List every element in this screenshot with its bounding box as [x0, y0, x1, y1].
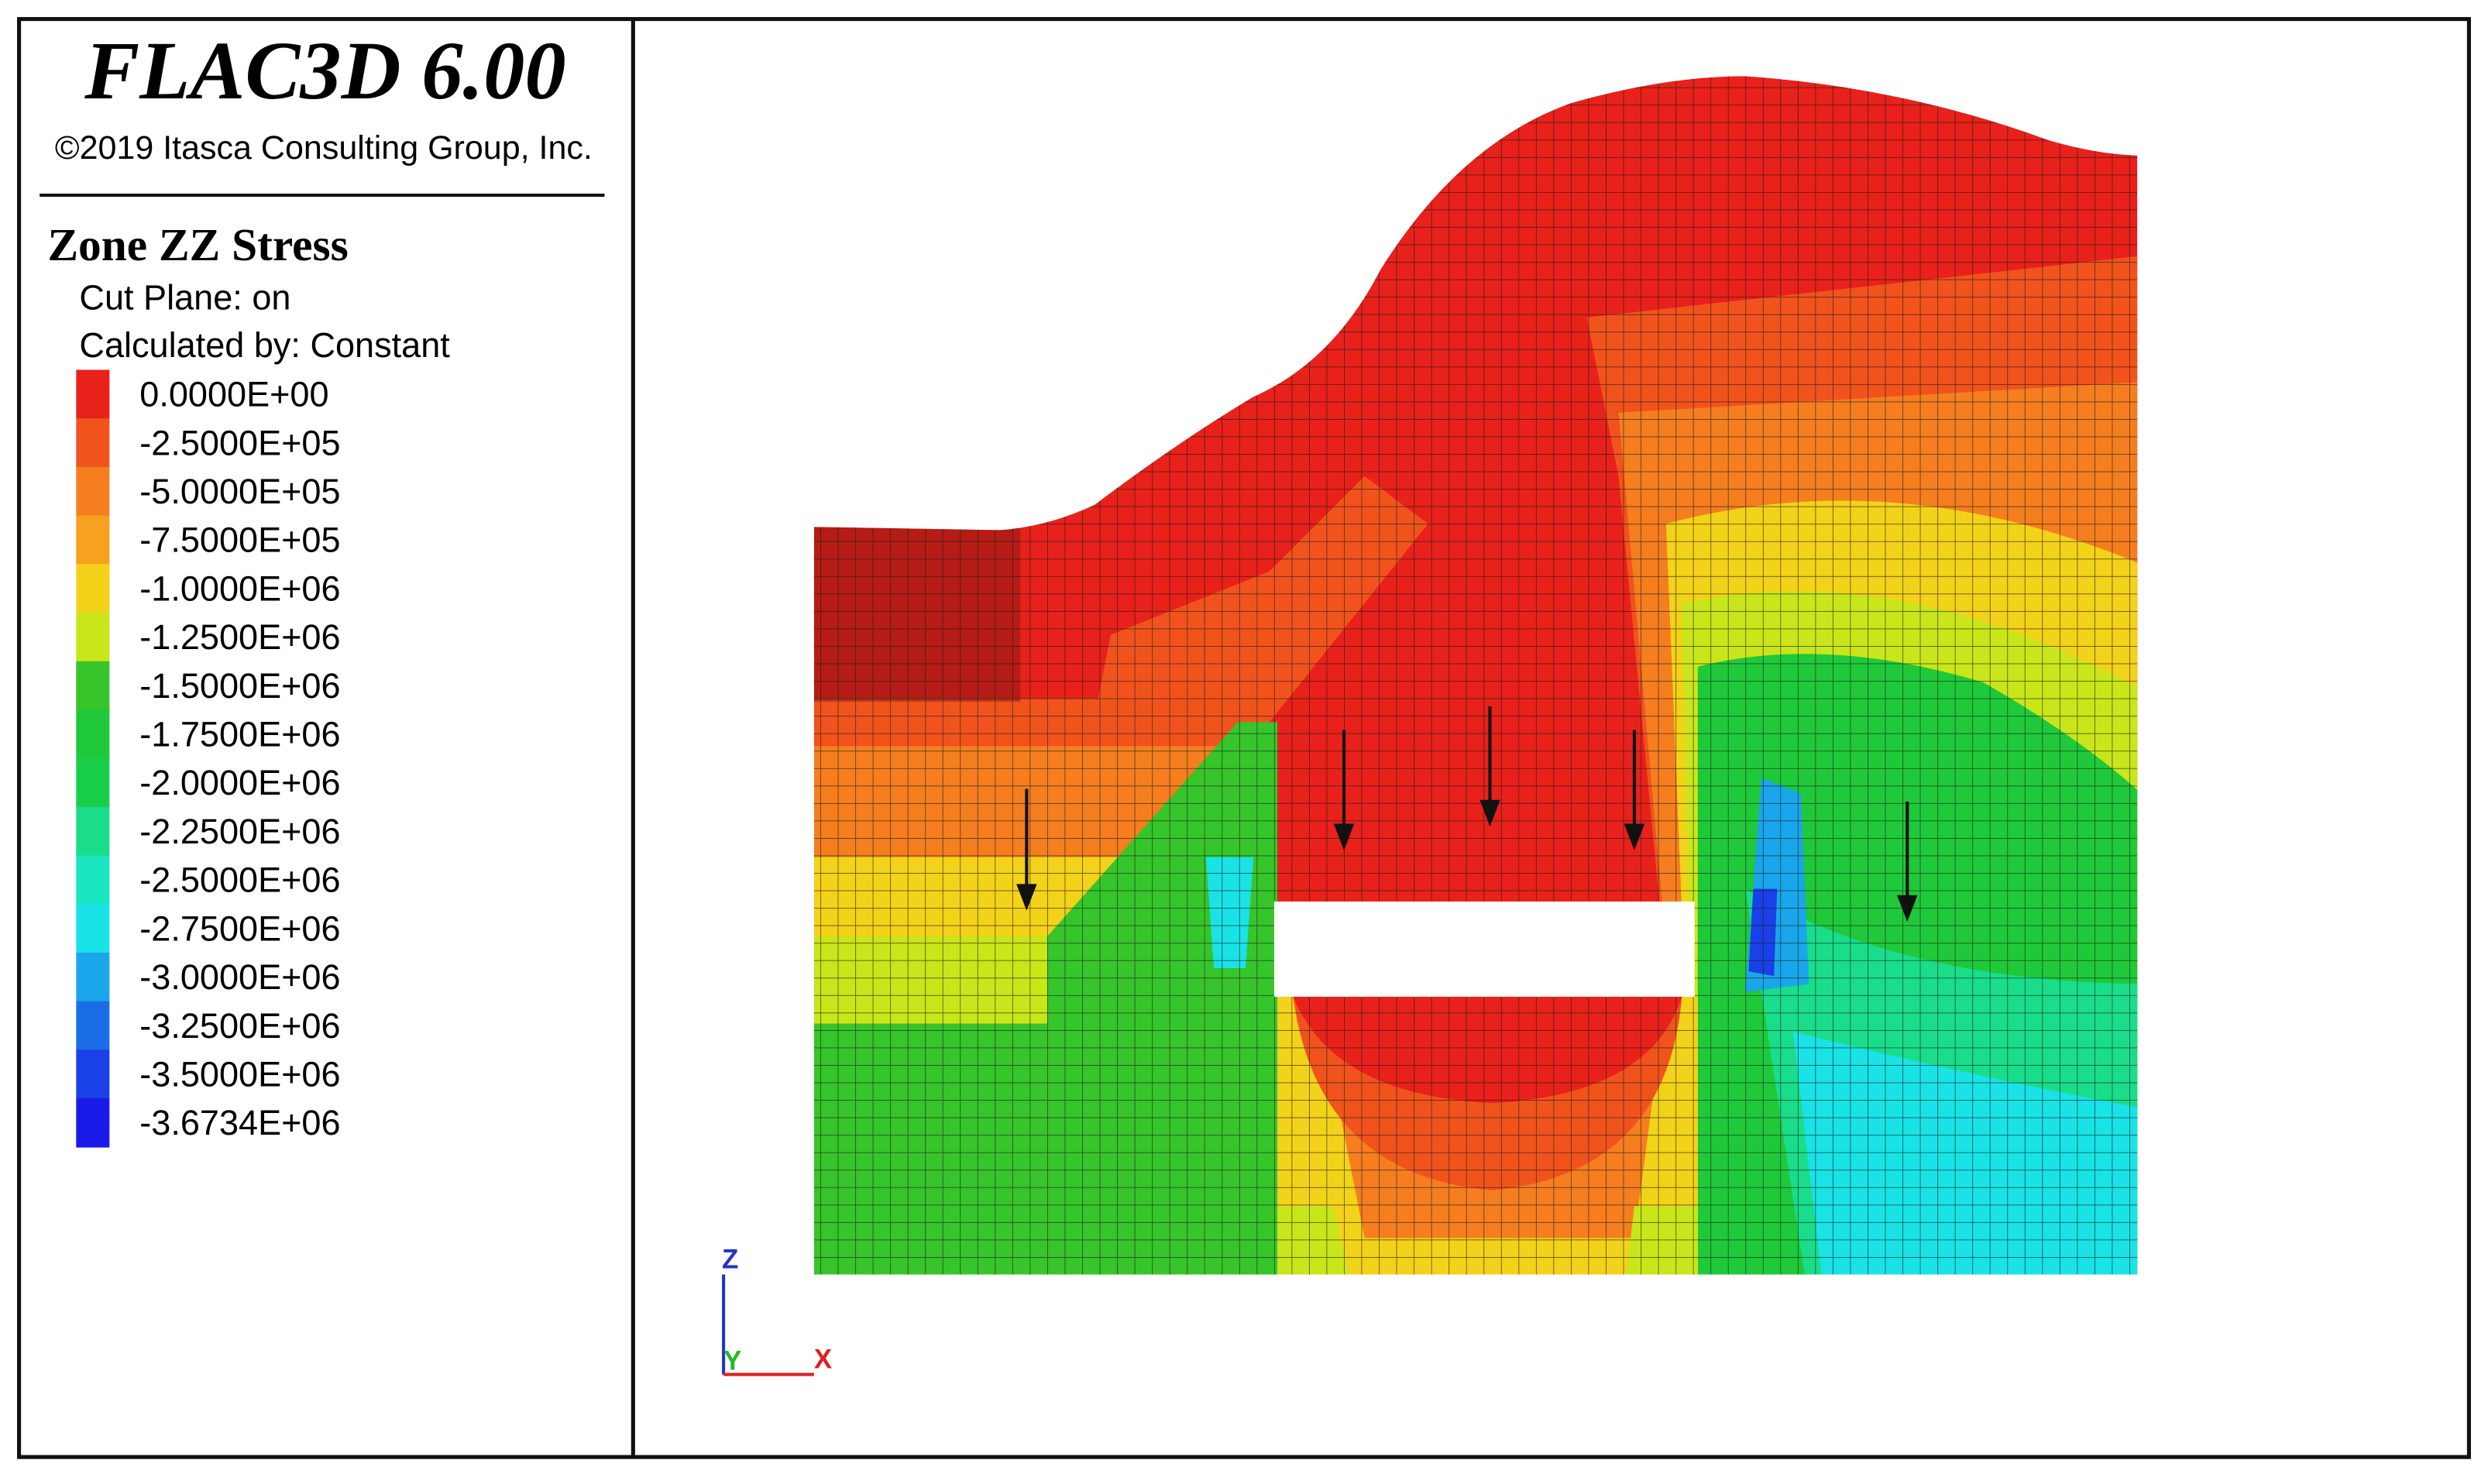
legend-label: -3.6734E+06	[139, 1103, 340, 1142]
legend-swatch	[76, 904, 110, 953]
legend-swatch	[76, 952, 110, 1002]
legend-swatch	[76, 1049, 110, 1099]
legend-label: -1.5000E+06	[139, 666, 340, 706]
legend-label: -3.0000E+06	[139, 957, 340, 997]
legend-swatch	[76, 709, 110, 759]
app-title: FLAC3D 6.00	[84, 26, 565, 117]
legend-swatch	[76, 661, 110, 711]
excavation	[1273, 901, 1695, 997]
legend-swatch	[76, 369, 110, 419]
arrow-head	[1624, 823, 1645, 850]
arrow-head	[1333, 823, 1355, 850]
legend-swatch	[76, 855, 110, 905]
legend-label: -3.2500E+06	[139, 1006, 340, 1046]
legend-swatch	[76, 1098, 110, 1148]
mesh	[813, 76, 2138, 1275]
y-label: Y	[723, 1345, 741, 1376]
legend-swatch	[76, 564, 110, 613]
legend-label: -1.7500E+06	[139, 715, 340, 754]
legend-label: -1.2500E+06	[139, 617, 340, 657]
legend-label: -1.0000E+06	[139, 569, 340, 608]
legend-label: -2.2500E+06	[139, 812, 340, 851]
model	[813, 76, 2138, 1275]
legend-title: Zone ZZ Stress	[47, 219, 348, 270]
load-arrows	[1016, 706, 1918, 922]
legend-label: -2.0000E+06	[139, 763, 340, 802]
x-label: X	[814, 1344, 832, 1374]
legend: Cut Plane: on Calculated by: Constant 0.00…	[76, 278, 450, 1148]
legend-swatch	[76, 758, 110, 808]
legend-label: -2.7500E+06	[139, 909, 340, 948]
legend-swatch	[76, 806, 110, 857]
legend-label: -2.5000E+06	[139, 861, 340, 900]
arrow-head	[1016, 884, 1037, 911]
legend-swatch	[76, 418, 110, 468]
z-label: Z	[722, 1244, 738, 1274]
arrow-head	[1479, 799, 1500, 827]
legend-info: Cut Plane: on	[79, 278, 290, 318]
copyright: ©2019 Itasca Consulting Group, Inc.	[55, 129, 593, 167]
frame	[17, 17, 2471, 1459]
axis-triad: Z Y X	[722, 1244, 832, 1376]
legend-label: -7.5000E+05	[139, 520, 340, 560]
legend-info: Calculated by: Constant	[79, 325, 450, 365]
arrow-head	[1897, 895, 1918, 922]
legend-label: -3.5000E+06	[139, 1054, 340, 1094]
legend-swatch	[76, 466, 110, 517]
legend-swatch	[76, 515, 110, 565]
legend-label: -5.0000E+05	[139, 472, 340, 511]
legend-label: -2.5000E+05	[139, 423, 340, 462]
legend-swatch	[76, 1001, 110, 1051]
legend-label: 0.0000E+00	[139, 375, 328, 414]
legend-swatch	[76, 612, 110, 662]
